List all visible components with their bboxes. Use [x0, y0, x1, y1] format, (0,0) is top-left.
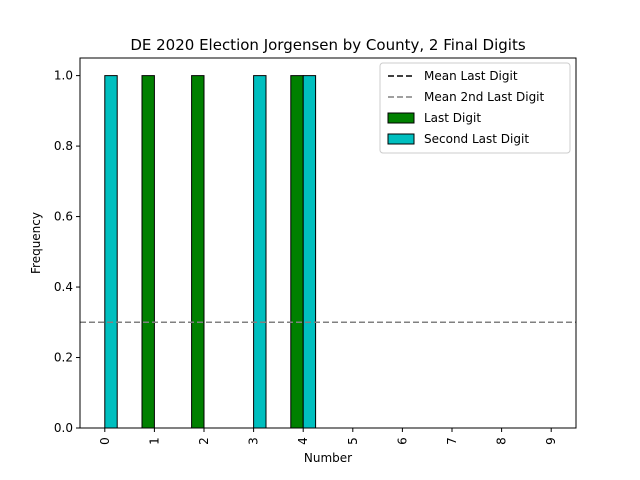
x-tick-label: 6 [395, 437, 409, 445]
bar-last-digit-2 [191, 75, 205, 429]
legend-label: Second Last Digit [424, 132, 529, 146]
x-tick-label: 0 [98, 437, 112, 445]
legend-label: Last Digit [424, 111, 481, 125]
bar-second-last-digit-0 [104, 75, 118, 429]
x-tick-label: 9 [544, 437, 558, 445]
plot-area [80, 75, 576, 429]
bar-second-last-digit-4 [302, 75, 317, 429]
legend: Mean Last Digit Mean 2nd Last Digit Last D… [379, 62, 571, 154]
legend-swatch [387, 112, 415, 124]
x-axis-label: Number [304, 451, 352, 465]
bar-last-digit-4 [290, 75, 304, 429]
legend-label: Mean Last Digit [424, 69, 518, 83]
x-tick-label: 8 [495, 437, 509, 445]
legend-box [379, 62, 571, 154]
x-axis: 0 1 2 3 4 5 6 7 8 9 [98, 428, 558, 445]
y-tick-label: 0.0 [54, 421, 73, 435]
legend-swatch [387, 133, 415, 145]
x-tick-label: 4 [296, 437, 310, 445]
legend-label: Mean 2nd Last Digit [424, 90, 545, 104]
y-tick-label: 0.6 [54, 210, 73, 224]
chart-title: DE 2020 Election Jorgensen by County, 2 … [130, 36, 526, 54]
x-tick-label: 3 [247, 437, 261, 445]
x-tick-label: 7 [445, 437, 459, 445]
y-tick-label: 0.2 [54, 351, 73, 365]
y-tick-label: 0.4 [54, 280, 73, 294]
x-tick-label: 1 [147, 437, 161, 445]
bar-second-last-digit-3 [253, 75, 267, 429]
y-tick-label: 1.0 [54, 69, 73, 83]
x-tick-label: 5 [346, 437, 360, 445]
bar-last-digit-1 [141, 75, 155, 429]
y-tick-label: 0.8 [54, 139, 73, 153]
plot-frame [79, 57, 577, 429]
y-axis-label: Frequency [29, 212, 43, 274]
y-axis: 0.0 0.2 0.4 0.6 0.8 1.0 [54, 69, 80, 435]
x-tick-label: 2 [197, 437, 211, 445]
